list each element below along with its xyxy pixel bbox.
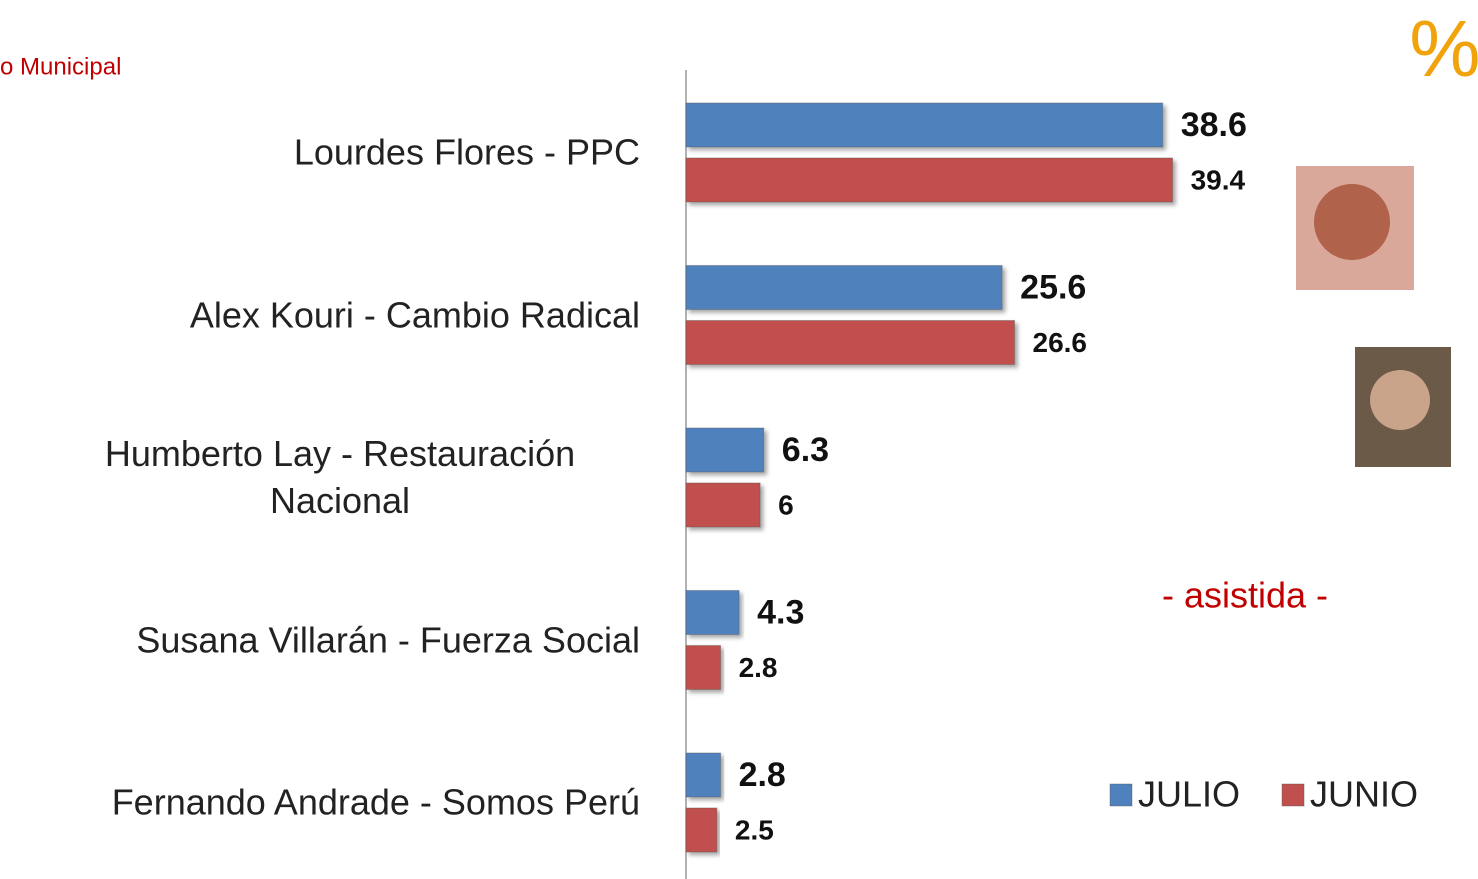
- category-label: Fernando Andrade - Somos Perú: [112, 780, 640, 827]
- value-label: 39.4: [1191, 164, 1246, 195]
- category-label: Humberto Lay - Restauración Nacional: [40, 431, 640, 525]
- bar: [686, 808, 717, 852]
- value-label: 2.8: [739, 652, 778, 683]
- category-label: Susana Villarán - Fuerza Social: [136, 617, 640, 664]
- bar: [686, 483, 760, 527]
- legend-label: JUNIO: [1310, 774, 1418, 815]
- value-label: 2.5: [735, 814, 774, 845]
- annotation: - asistida -: [1162, 575, 1328, 616]
- bar: [686, 321, 1015, 365]
- bar: [686, 646, 721, 690]
- bar: [686, 591, 739, 635]
- bar: [686, 158, 1173, 202]
- legend-swatch: [1110, 784, 1132, 806]
- unit-label: %: [1409, 4, 1478, 93]
- value-label: 2.8: [739, 756, 786, 794]
- photo-detail: [1370, 370, 1430, 430]
- value-label: 6.3: [782, 431, 829, 469]
- value-label: 26.6: [1033, 327, 1088, 358]
- bar: [686, 753, 721, 797]
- value-label: 6: [778, 489, 794, 520]
- page: o Municipal % - asistida - 38.6 39.4 25.6 2…: [0, 0, 1478, 879]
- value-label: 4.3: [757, 593, 804, 631]
- legend-label: JULIO: [1138, 774, 1240, 815]
- value-label: 25.6: [1020, 268, 1086, 306]
- photo-detail: [1314, 184, 1390, 260]
- bar: [686, 103, 1163, 147]
- chart-title: o Municipal: [0, 53, 121, 80]
- value-label: 38.6: [1181, 106, 1247, 144]
- category-label: Lourdes Flores - PPC: [294, 130, 640, 177]
- bar: [686, 428, 764, 472]
- bar: [686, 266, 1002, 310]
- legend-swatch: [1282, 784, 1304, 806]
- category-label: Alex Kouri - Cambio Radical: [190, 292, 640, 339]
